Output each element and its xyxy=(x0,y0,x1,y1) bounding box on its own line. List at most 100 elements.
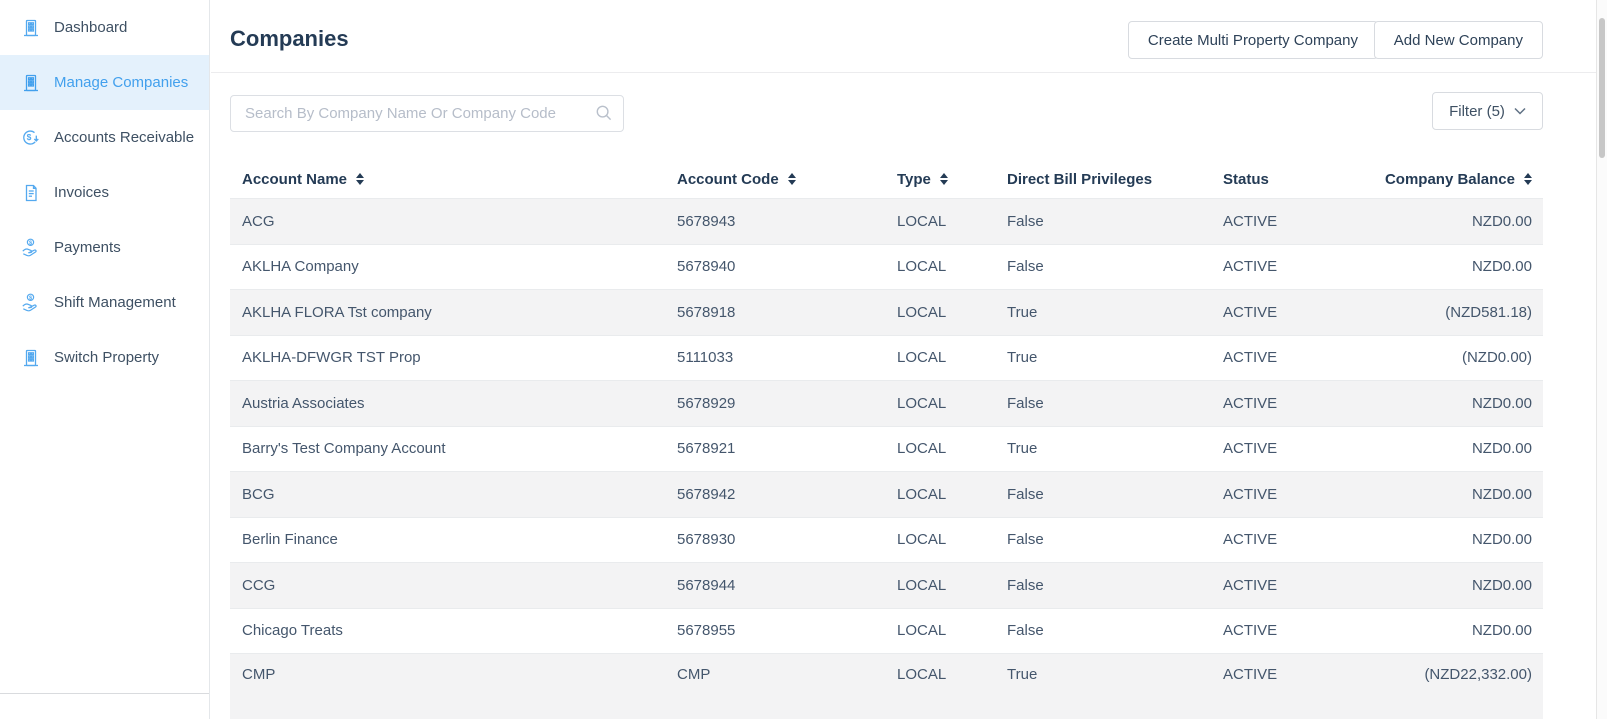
cell-type: LOCAL xyxy=(897,666,947,683)
search-input[interactable] xyxy=(230,95,624,132)
cell-status: ACTIVE xyxy=(1223,303,1278,321)
column-header-type[interactable]: Type xyxy=(885,171,995,188)
cell-status: ACTIVE xyxy=(1223,258,1278,276)
cell-company-balance: NZD0.00 xyxy=(1471,485,1532,503)
table-row[interactable]: Chicago Treats 5678955 LOCAL False ACTIV… xyxy=(230,607,1543,654)
cell-company-balance: NZD0.00 xyxy=(1471,531,1532,549)
cell-account-code: 5678942 xyxy=(677,485,736,503)
table-row[interactable]: Barry's Test Company Account 5678921 LOC… xyxy=(230,425,1543,472)
cell-account-code: 5111033 xyxy=(677,349,734,367)
sidebar-item-accounts-receivable[interactable]: $ Accounts Receivable xyxy=(0,110,209,165)
cell-account-name: Austria Associates xyxy=(242,394,365,412)
cell-type: LOCAL xyxy=(897,531,947,549)
cell-account-code: 5678918 xyxy=(677,303,736,321)
cell-direct-bill-privileges: True xyxy=(1007,349,1038,367)
column-header-account-name[interactable]: Account Name xyxy=(230,171,665,188)
cell-account-name: Berlin Finance xyxy=(242,531,338,549)
table-row[interactable]: ACG 5678943 LOCAL False ACTIVE NZD0.00 xyxy=(230,198,1543,244)
cell-account-code: 5678921 xyxy=(677,440,736,458)
cell-account-code: 5678944 xyxy=(677,576,736,594)
sidebar-item-manage-companies[interactable]: Manage Companies xyxy=(0,55,209,110)
column-header-company-balance[interactable]: Company Balance xyxy=(1381,171,1543,188)
table-header-row: Account Name Account Code Type Direct Bi… xyxy=(230,160,1543,198)
table-row[interactable]: AKLHA FLORA Tst company 5678918 LOCAL Tr… xyxy=(230,289,1543,335)
cell-account-code: 5678955 xyxy=(677,622,736,640)
cell-direct-bill-privileges: False xyxy=(1007,622,1044,640)
table-row[interactable]: AKLHA-DFWGR TST Prop 5111033 LOCAL True … xyxy=(230,334,1543,381)
cell-account-code: 5678930 xyxy=(677,531,736,549)
cell-account-name: AKLHA Company xyxy=(242,258,359,276)
dollar-circle-arrow-icon: $ xyxy=(20,127,41,148)
table-row[interactable]: CMP CMP LOCAL True ACTIVE (NZD22,332.00) xyxy=(230,653,1543,719)
search-box xyxy=(230,95,624,132)
sidebar-item-label: Switch Property xyxy=(54,349,160,366)
sidebar-item-invoices[interactable]: Invoices xyxy=(0,165,209,220)
cell-status: ACTIVE xyxy=(1223,666,1278,683)
add-new-company-button[interactable]: Add New Company xyxy=(1373,21,1543,59)
cell-account-name: AKLHA-DFWGR TST Prop xyxy=(242,349,421,367)
main-content: Companies Create Multi Property Company … xyxy=(211,0,1607,719)
table-row[interactable]: CCG 5678944 LOCAL False ACTIVE NZD0.00 xyxy=(230,562,1543,608)
cell-type: LOCAL xyxy=(897,622,947,640)
svg-text:$: $ xyxy=(29,240,32,246)
cell-type: LOCAL xyxy=(897,303,947,321)
cell-status: ACTIVE xyxy=(1223,394,1278,412)
hand-coin-icon: $ xyxy=(20,237,41,258)
vertical-scrollbar-thumb[interactable] xyxy=(1599,18,1605,158)
column-header-status: Status xyxy=(1223,170,1269,188)
sidebar-item-dashboard[interactable]: Dashboard xyxy=(0,0,209,55)
sidebar-item-payments[interactable]: $ Payments xyxy=(0,220,209,275)
cell-direct-bill-privileges: True xyxy=(1007,666,1038,683)
cell-type: LOCAL xyxy=(897,394,947,412)
create-multi-property-company-button[interactable]: Create Multi Property Company xyxy=(1127,21,1378,59)
cell-account-code: 5678940 xyxy=(677,258,736,276)
sort-icon xyxy=(939,173,948,185)
vertical-scrollbar-track[interactable] xyxy=(1596,0,1607,719)
cell-type: LOCAL xyxy=(897,485,947,503)
svg-text:$: $ xyxy=(29,295,32,301)
cell-account-code: 5678943 xyxy=(677,212,736,230)
cell-direct-bill-privileges: True xyxy=(1007,303,1038,321)
cell-company-balance: (NZD581.18) xyxy=(1445,303,1532,321)
sidebar-item-label: Manage Companies xyxy=(54,74,189,91)
toolbar: Filter (5) xyxy=(211,73,1607,133)
sidebar-item-shift-management[interactable]: $ Shift Management xyxy=(0,275,209,330)
cell-direct-bill-privileges: True xyxy=(1007,440,1038,458)
cell-status: ACTIVE xyxy=(1223,440,1278,458)
cell-account-name: CCG xyxy=(242,576,276,594)
cell-status: ACTIVE xyxy=(1223,622,1278,640)
cell-account-code: CMP xyxy=(677,666,711,683)
cell-account-name: Barry's Test Company Account xyxy=(242,440,446,458)
cell-account-name: AKLHA FLORA Tst company xyxy=(242,303,432,321)
companies-table: Account Name Account Code Type Direct Bi… xyxy=(230,160,1543,719)
cell-type: LOCAL xyxy=(897,349,947,367)
cell-status: ACTIVE xyxy=(1223,485,1278,503)
table-row[interactable]: Austria Associates 5678929 LOCAL False A… xyxy=(230,380,1543,426)
sidebar-item-switch-property[interactable]: Switch Property xyxy=(0,330,209,385)
cell-company-balance: (NZD0.00) xyxy=(1461,349,1532,367)
building-icon xyxy=(20,72,41,93)
table-body: ACG 5678943 LOCAL False ACTIVE NZD0.00 A… xyxy=(230,198,1543,719)
cell-account-name: ACG xyxy=(242,212,275,230)
building-icon xyxy=(20,17,41,38)
cell-type: LOCAL xyxy=(897,212,947,230)
sidebar-item-label: Payments xyxy=(54,239,121,256)
cell-direct-bill-privileges: False xyxy=(1007,394,1044,412)
sort-icon xyxy=(1524,173,1532,185)
column-header-account-code[interactable]: Account Code xyxy=(665,171,885,188)
table-row[interactable]: BCG 5678942 LOCAL False ACTIVE NZD0.00 xyxy=(230,471,1543,517)
cell-status: ACTIVE xyxy=(1223,576,1278,594)
cell-direct-bill-privileges: False xyxy=(1007,258,1044,276)
filter-dropdown[interactable]: Filter (5) xyxy=(1432,92,1543,130)
search-icon xyxy=(595,104,613,122)
sidebar-item-label: Accounts Receivable xyxy=(54,129,195,146)
table-row[interactable]: Berlin Finance 5678930 LOCAL False ACTIV… xyxy=(230,516,1543,563)
cell-type: LOCAL xyxy=(897,258,947,276)
building-icon xyxy=(20,347,41,368)
cell-company-balance: NZD0.00 xyxy=(1471,576,1532,594)
table-row[interactable]: AKLHA Company 5678940 LOCAL False ACTIVE… xyxy=(230,243,1543,290)
sidebar: Dashboard Manage Companies $ Accounts Re… xyxy=(0,0,210,719)
page-header: Companies Create Multi Property Company … xyxy=(211,0,1607,73)
cell-company-balance: (NZD22,332.00) xyxy=(1424,666,1532,683)
cell-company-balance: NZD0.00 xyxy=(1471,622,1532,640)
